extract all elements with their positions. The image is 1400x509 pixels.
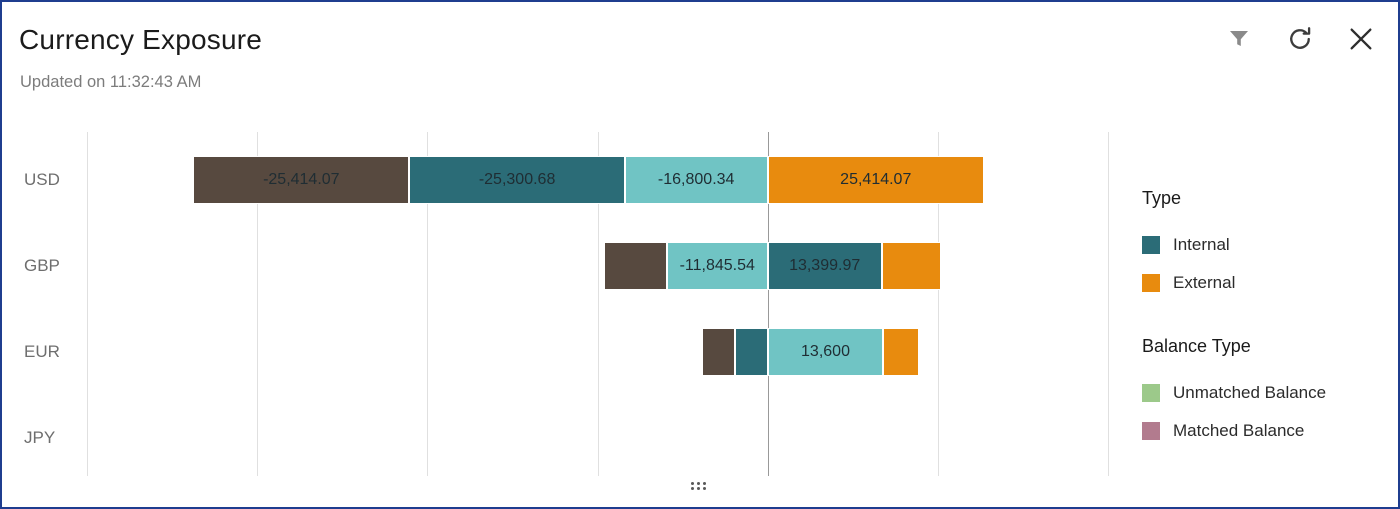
bar-segment[interactable]: 25,414.07 <box>767 156 984 204</box>
bar-value-label: -25,300.68 <box>478 171 556 188</box>
bar-segment[interactable] <box>735 328 768 376</box>
bar-value-label: -11,845.54 <box>679 257 755 274</box>
plot-area: -25,414.07 -25,300.68 -16,800.34 25,414.07 -… <box>87 132 1109 476</box>
gridline <box>87 132 88 476</box>
legend-item-external[interactable]: External <box>1142 273 1235 293</box>
gridline <box>937 132 939 476</box>
bar-value-label: -16,800.34 <box>657 171 735 188</box>
y-axis-labels: USD GBP EUR JPY <box>24 132 80 476</box>
zero-axis-line <box>767 132 769 476</box>
widget-toolbar <box>1222 22 1378 56</box>
y-axis-label: EUR <box>24 342 60 361</box>
y-axis-label: GBP <box>24 256 60 275</box>
y-axis-label: USD <box>24 170 60 189</box>
bar-segment[interactable]: -25,414.07 <box>193 156 410 204</box>
bar-value-label: -25,414.07 <box>263 171 340 188</box>
bar-value-label: 25,414.07 <box>840 171 912 188</box>
legend-item-label: Unmatched Balance <box>1173 383 1327 402</box>
bar-segment[interactable]: -25,300.68 <box>409 156 625 204</box>
legend-item-unmatched-balance[interactable]: Unmatched Balance <box>1142 383 1326 403</box>
bar-segment[interactable]: -16,800.34 <box>624 156 768 204</box>
bar-value-label: 13,600 <box>801 343 850 360</box>
bar-segment[interactable]: 13,600 <box>767 328 884 376</box>
gridline <box>427 132 429 476</box>
matched-balance-swatch <box>1142 422 1160 440</box>
gridline <box>257 132 259 476</box>
bar-segment[interactable] <box>883 328 920 376</box>
legend-heading-type: Type <box>1142 188 1182 208</box>
close-icon <box>1350 28 1372 50</box>
updated-timestamp: Updated on 11:32:43 AM <box>20 73 202 91</box>
bar-segment[interactable]: -11,845.54 <box>666 242 768 290</box>
page-title: Currency Exposure <box>19 24 263 55</box>
bar-value-label: 13,399.97 <box>789 257 861 274</box>
bar-segment[interactable]: 13,399.97 <box>767 242 882 290</box>
refresh-button[interactable] <box>1283 22 1317 56</box>
unmatched-balance-swatch <box>1142 384 1160 402</box>
legend-heading-balance-type: Balance Type <box>1142 336 1251 356</box>
filter-button[interactable] <box>1222 22 1256 56</box>
bar-segment[interactable] <box>603 242 667 290</box>
close-button[interactable] <box>1344 22 1378 56</box>
legend-item-label: External <box>1173 273 1236 292</box>
legend-item-label: Internal <box>1173 235 1230 254</box>
external-swatch <box>1142 274 1160 292</box>
gridline <box>1108 132 1109 476</box>
legend-item-label: Matched Balance <box>1173 421 1305 440</box>
refresh-icon <box>1290 27 1311 49</box>
filter-funnel-icon <box>1230 31 1248 46</box>
chart-legend: Type Internal External Balance Type Unma… <box>1142 188 1398 468</box>
legend-item-matched-balance[interactable]: Matched Balance <box>1142 421 1304 441</box>
internal-swatch <box>1142 236 1160 254</box>
bar-segment[interactable] <box>702 328 736 376</box>
drag-handle[interactable] <box>691 482 708 490</box>
bar-segment[interactable] <box>881 242 942 290</box>
legend-item-internal[interactable]: Internal <box>1142 235 1230 255</box>
y-axis-label: JPY <box>24 428 56 447</box>
gridline <box>597 132 599 476</box>
